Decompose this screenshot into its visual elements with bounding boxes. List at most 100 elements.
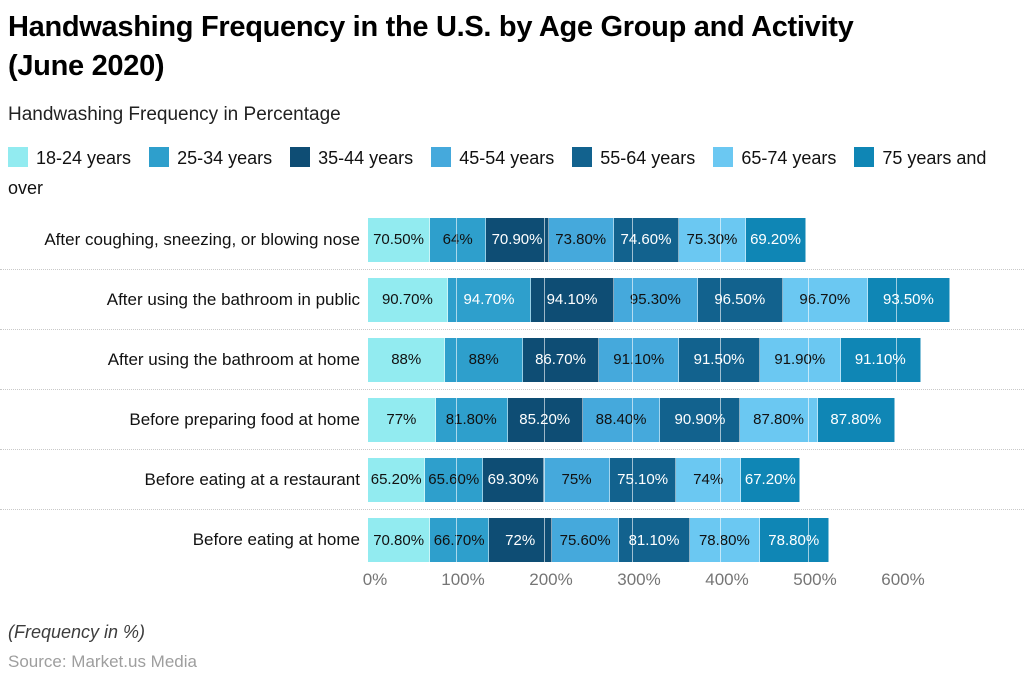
bar-segment[interactable]: 64% <box>430 217 487 262</box>
gridline <box>544 217 545 262</box>
bar-segment[interactable]: 77% <box>368 397 436 442</box>
gridline <box>808 337 809 382</box>
gridline <box>544 397 545 442</box>
bar-segment[interactable]: 78.80% <box>759 518 829 562</box>
legend-item[interactable]: 18-24 years <box>8 147 149 168</box>
chart-row: Before eating at a restaurant 65.20% 65.60… <box>0 450 1024 510</box>
bar-segment[interactable]: 65.20% <box>368 457 426 502</box>
bar-segment[interactable]: 87.80% <box>817 397 895 442</box>
axis-unit-note: (Frequency in %) <box>8 622 146 642</box>
bar-segment[interactable]: 91.50% <box>679 337 760 382</box>
x-axis-tick: 100% <box>441 570 485 589</box>
stacked-bar: 65.20% 65.60% 69.30% 75% 75.10% 74% 67.20% <box>368 457 801 502</box>
legend-item[interactable]: 35-44 years <box>290 147 431 168</box>
bar-segment[interactable]: 91.10% <box>840 337 921 382</box>
bar-segment[interactable]: 66.70% <box>430 518 489 562</box>
bar-segment[interactable]: 90.90% <box>660 397 741 442</box>
bar-segment[interactable]: 88.40% <box>582 397 661 442</box>
gridline <box>632 337 633 382</box>
page-title: Handwashing Frequency in the U.S. by Age… <box>8 11 854 82</box>
gridline <box>808 277 809 322</box>
chart-row: After using the bathroom at home 88% 88% 86… <box>0 330 1024 390</box>
bar-area: 65.20% 65.60% 69.30% 75% 75.10% 74% 67.20% <box>368 457 1024 502</box>
bar-segment[interactable]: 74% <box>676 457 742 502</box>
legend-swatch-icon <box>290 147 311 167</box>
bar-segment[interactable]: 75% <box>544 457 611 502</box>
bar-segment[interactable]: 96.70% <box>782 277 868 322</box>
bar-segment[interactable]: 72% <box>488 518 553 562</box>
bar-segment[interactable]: 74.60% <box>613 217 680 262</box>
bar-segment[interactable]: 87.80% <box>740 397 818 442</box>
legend-swatch-icon <box>854 147 875 167</box>
bar-segment[interactable]: 67.20% <box>741 457 801 502</box>
gridline <box>544 518 545 562</box>
bar-segment[interactable]: 75.30% <box>679 217 746 262</box>
bar-segment[interactable]: 81.10% <box>618 518 691 562</box>
bar-segment[interactable]: 65.60% <box>425 457 484 502</box>
bar-area: 90.70% 94.70% 94.10% 95.30% 96.50% 96.70% 93.5… <box>368 277 1024 322</box>
bar-area: 70.50% 64% 70.90% 73.80% 74.60% 75.30% 69.20% <box>368 217 1024 262</box>
gridline <box>632 518 633 562</box>
category-label: Before preparing food at home <box>129 409 360 429</box>
bar-area: 77%81.80%85.20%88.40%90.90%87.80%87.80% <box>368 397 1024 442</box>
bar-segment[interactable]: 96.50% <box>697 277 783 322</box>
bar-segment[interactable]: 81.80% <box>435 397 508 442</box>
gridline <box>720 518 721 562</box>
chart-row: Before eating at home 70.80% 66.70% 72% 75.6… <box>0 510 1024 570</box>
bar-segment[interactable]: 91.10% <box>599 337 680 382</box>
category-label: After coughing, sneezing, or blowing nos… <box>44 229 360 249</box>
bar-segment[interactable]: 91.90% <box>759 337 841 382</box>
bar-segment[interactable]: 70.90% <box>486 217 549 262</box>
gridline <box>720 277 721 322</box>
legend-label: 18-24 years <box>36 148 132 168</box>
bar-segment[interactable]: 88% <box>368 337 446 382</box>
bar-area: 70.80% 66.70% 72% 75.60% 81.10% 78.80% 78.80% <box>368 518 1024 562</box>
bar-segment[interactable]: 86.70% <box>522 337 600 382</box>
legend-item[interactable]: 45-54 years <box>431 147 572 168</box>
bar-segment[interactable]: 95.30% <box>613 277 698 322</box>
bar-segment[interactable]: 75.60% <box>552 518 619 562</box>
legend-swatch-icon <box>431 147 452 167</box>
x-axis-tick: 500% <box>793 570 837 589</box>
gridline <box>456 518 457 562</box>
legend-item[interactable]: 65-74 years <box>713 147 854 168</box>
bar-segment[interactable]: 69.20% <box>745 217 807 262</box>
legend-item[interactable]: 75 years and over <box>8 147 986 198</box>
bar-segment[interactable]: 70.50% <box>368 217 431 262</box>
gridline <box>632 457 633 502</box>
bar-segment[interactable]: 88% <box>445 337 523 382</box>
source-credit: Source: Market.us Media <box>8 652 197 671</box>
gridline <box>544 277 545 322</box>
gridline <box>456 337 457 382</box>
bar-segment[interactable]: 85.20% <box>507 397 583 442</box>
gridline <box>808 397 809 442</box>
bar-segment[interactable]: 69.30% <box>483 457 545 502</box>
bar-segment[interactable]: 75.10% <box>610 457 677 502</box>
bar-segment[interactable]: 93.50% <box>867 277 951 322</box>
gridline <box>456 277 457 322</box>
category-label: Before eating at a restaurant <box>144 469 360 489</box>
category-label: After using the bathroom in public <box>106 289 360 309</box>
legend-item[interactable]: 55-64 years <box>572 147 713 168</box>
bar-segment[interactable]: 94.70% <box>447 277 532 322</box>
chart-row: Before preparing food at home 77%81.80%85… <box>0 390 1024 450</box>
bar-segment[interactable]: 70.80% <box>368 518 431 562</box>
chart-subtitle: Handwashing Frequency in Percentage <box>8 104 341 125</box>
gridline <box>544 337 545 382</box>
gridline <box>720 457 721 502</box>
legend-item[interactable]: 25-34 years <box>149 147 290 168</box>
bar-segment[interactable]: 90.70% <box>368 277 448 322</box>
legend-label: 35-44 years <box>318 148 414 168</box>
bar-segment[interactable]: 73.80% <box>548 217 614 262</box>
bar-segment[interactable]: 78.80% <box>690 518 760 562</box>
x-axis-tick: 0% <box>362 570 388 589</box>
gridline <box>632 277 633 322</box>
gridline <box>720 397 721 442</box>
legend-label: 25-34 years <box>177 148 273 168</box>
stacked-bar-chart: After coughing, sneezing, or blowing nos… <box>0 210 1024 570</box>
legend-label: 55-64 years <box>600 148 696 168</box>
gridline <box>456 457 457 502</box>
chart-row: After coughing, sneezing, or blowing nos… <box>0 210 1024 270</box>
gridline <box>632 397 633 442</box>
